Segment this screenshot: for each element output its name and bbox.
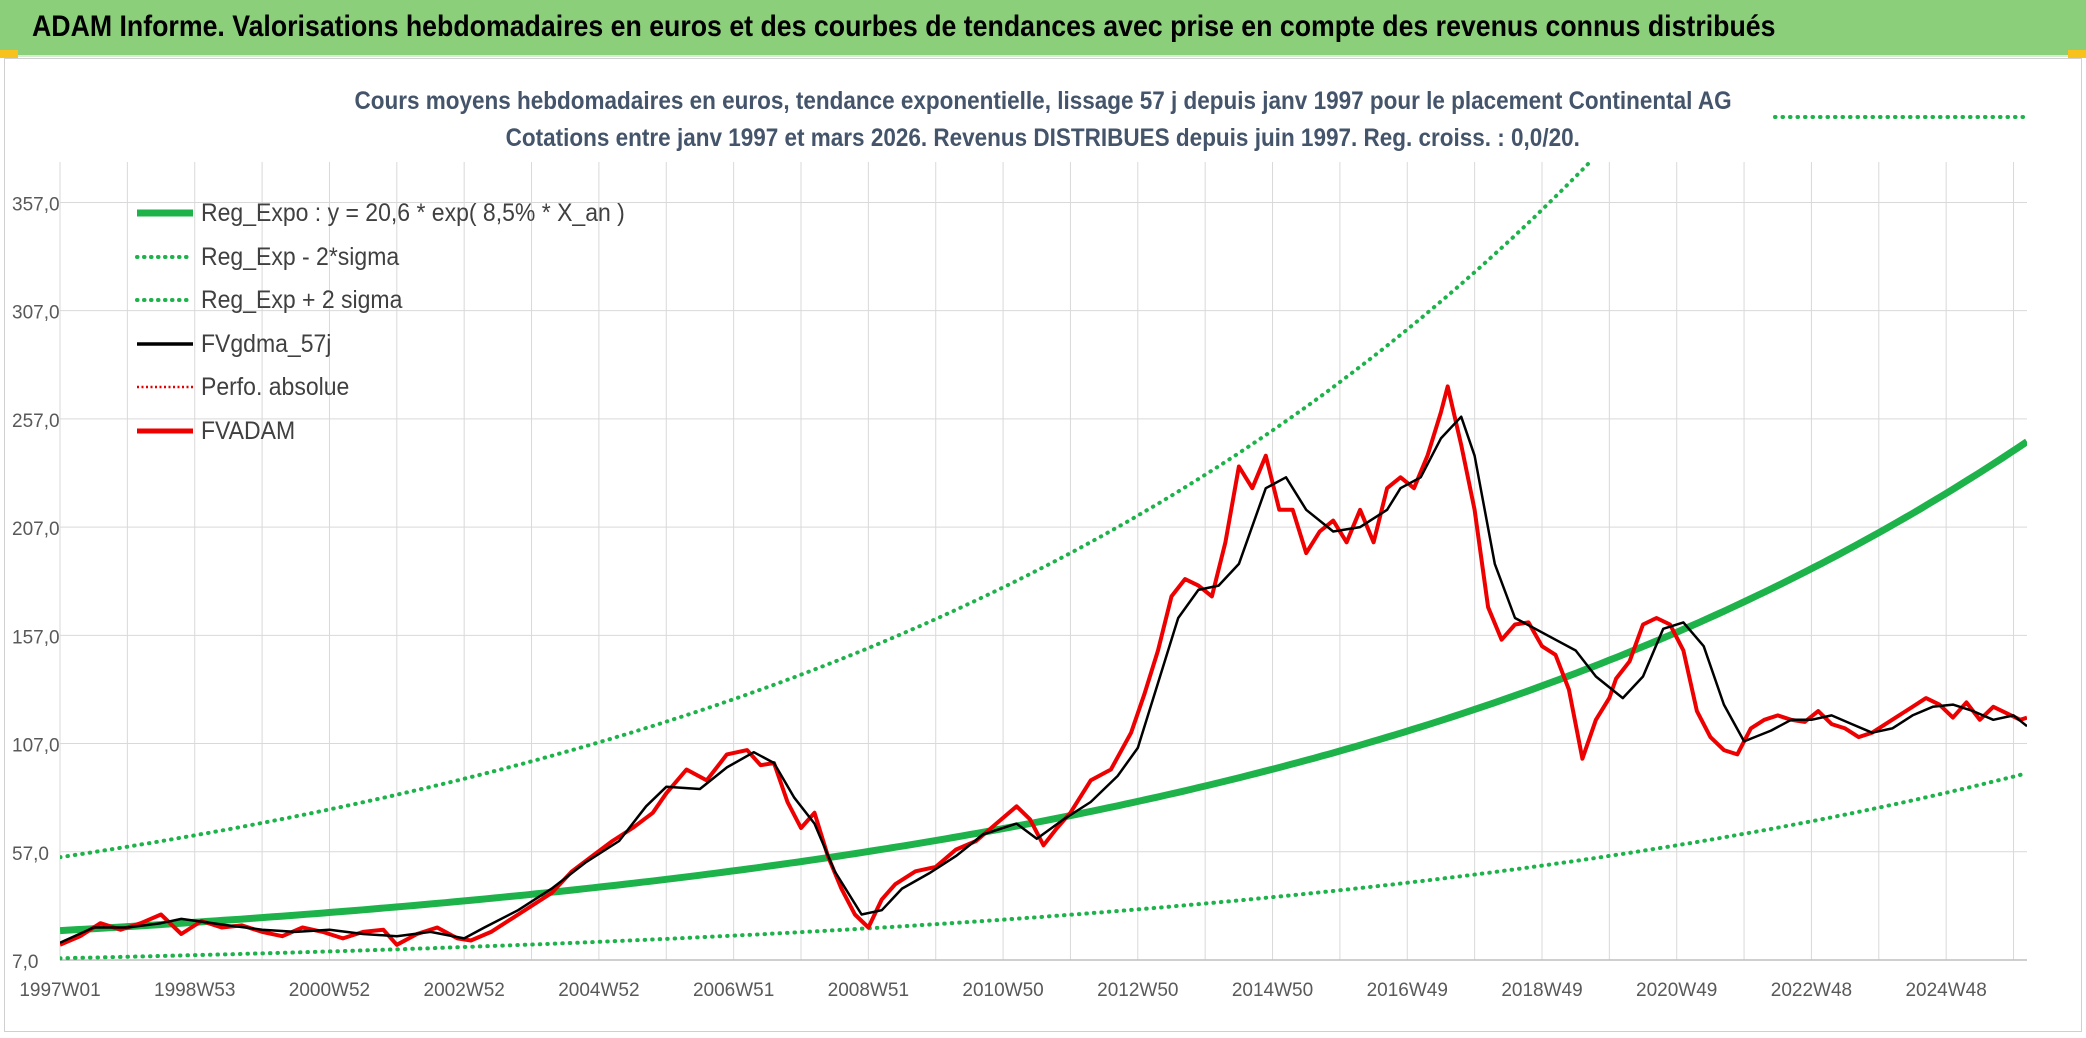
chart-frame — [4, 58, 2082, 1032]
x-tick-label: 2022W48 — [1771, 980, 1852, 1001]
report-banner: ADAM Informe. Valorisations hebdomadaire… — [0, 0, 2086, 57]
y-tick-label: 207,0 — [12, 519, 60, 540]
x-tick-label: 1997W01 — [19, 980, 100, 1001]
chart-title-text: Cours moyens hebdomadaires en euros, ten… — [354, 87, 1732, 115]
y-tick-label: 57,0 — [12, 844, 49, 865]
x-tick-label: 2004W52 — [558, 980, 639, 1001]
legend-label-reg-expo: Reg_Expo : y = 20,6 * exp( 8,5% * X_an ) — [201, 199, 625, 227]
series-fvadam — [60, 384, 2027, 947]
series-fvgdma — [60, 415, 2027, 944]
banner-corner-right — [2068, 50, 2086, 58]
gridlines — [59, 162, 2027, 961]
legend-label-reg-exp-minus-2-sigma: Reg_Exp - 2*sigma — [201, 242, 400, 271]
legend-label-fvgdma: FVgdma_57j — [201, 329, 332, 358]
series-reg-expo — [60, 438, 2027, 935]
y-tick-label: 307,0 — [12, 303, 60, 324]
y-tick-label: 107,0 — [12, 736, 60, 757]
report-title: ADAM Informe. Valorisations hebdomadaire… — [32, 10, 1776, 43]
series-reg-exp-plus-2-sigma — [60, 162, 1593, 860]
legend-swatch-fvgdma — [137, 341, 193, 346]
x-tick-label: 2024W48 — [1905, 980, 1986, 1001]
legend-swatch-reg-expo — [137, 209, 193, 217]
legend-swatch-reg-exp-minus-2-sigma — [135, 254, 195, 259]
x-tick-label: 2020W49 — [1636, 980, 1717, 1001]
x-tick-label: 2010W50 — [962, 980, 1043, 1001]
chart-subtitle-text: Cotations entre janv 1997 et mars 2026. … — [505, 124, 1581, 152]
y-tick-label: 257,0 — [12, 411, 60, 432]
legend-swatch-perfo-absolue — [137, 385, 193, 389]
x-tick-label: 2016W49 — [1367, 980, 1448, 1001]
legend-swatch-reg-exp-plus-2-sigma — [135, 298, 195, 302]
y-tick-label: 7,0 — [12, 952, 38, 973]
x-tick-label: 2006W51 — [693, 980, 774, 1001]
x-tick-label: 2002W52 — [424, 980, 505, 1001]
banner-corner-left — [0, 50, 18, 58]
plot-area — [60, 162, 2027, 961]
x-tick-label: 2018W49 — [1501, 980, 1582, 1001]
series-reg-exp-minus-2-sigma — [60, 771, 2027, 961]
x-tick-label: 2014W50 — [1232, 980, 1313, 1001]
x-tick-label: 2008W51 — [828, 980, 909, 1001]
y-tick-label: 357,0 — [12, 194, 60, 215]
chart-subtitle: Cotations entre janv 1997 et mars 2026. … — [0, 124, 2086, 153]
legend-label-perfo-absolue: Perfo. absolue — [201, 373, 350, 401]
legend-swatch-fvadam — [137, 428, 193, 433]
legend-label-reg-exp-plus-2-sigma: Reg_Exp + 2 sigma — [201, 286, 403, 314]
legend-label-fvadam: FVADAM — [201, 416, 296, 445]
y-tick-label: 157,0 — [12, 627, 60, 648]
x-tick-label: 2012W50 — [1097, 980, 1178, 1001]
chart-title: Cours moyens hebdomadaires en euros, ten… — [0, 87, 2086, 116]
x-tick-label: 2000W52 — [289, 980, 370, 1001]
x-tick-label: 1998W53 — [154, 980, 235, 1001]
